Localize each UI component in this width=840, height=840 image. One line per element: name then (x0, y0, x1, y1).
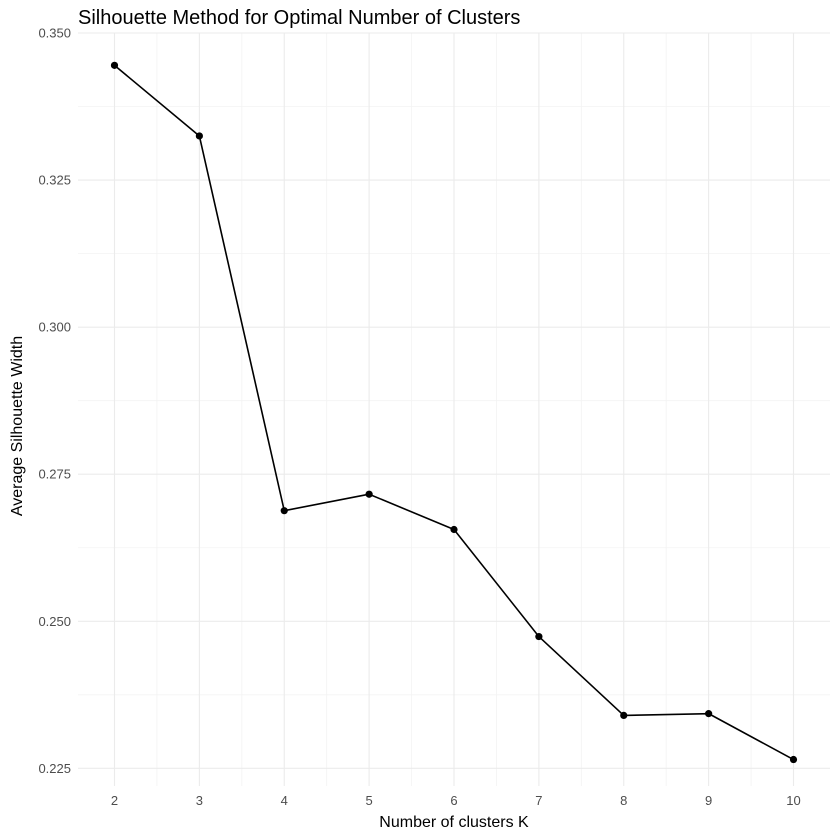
data-point (620, 711, 628, 720)
y-tick-label: 0.350 (38, 26, 71, 41)
x-tick-label: 2 (111, 793, 118, 808)
y-tick-label: 0.325 (38, 173, 71, 188)
y-tick-label: 0.275 (38, 467, 71, 482)
y-axis-title: Average Silhouette Width (9, 336, 26, 516)
x-tick-label: 5 (366, 793, 373, 808)
grid-lines (78, 32, 830, 786)
y-tick-label: 0.225 (38, 761, 71, 776)
tick-labels: 0.225 0.250 0.275 0.300 0.325 0.350 2 3 4 5 6 7 8 9 10 (38, 26, 800, 809)
chart-title: Silhouette Method for Optimal Number of … (78, 7, 520, 29)
y-tick-label: 0.300 (38, 320, 71, 335)
data-point (110, 61, 119, 69)
x-tick-label: 3 (196, 793, 203, 808)
data-point (195, 132, 203, 140)
x-tick-label: 10 (786, 793, 800, 808)
x-tick-label: 8 (620, 793, 627, 808)
data-point (280, 507, 288, 515)
data-series (110, 61, 798, 764)
x-tick-label: 9 (705, 793, 712, 808)
data-point (535, 632, 543, 641)
y-tick-label: 0.250 (38, 614, 71, 629)
data-point (705, 710, 713, 718)
x-axis-title: Number of clusters K (379, 814, 529, 831)
data-point (365, 490, 373, 498)
data-point (789, 755, 798, 764)
x-tick-label: 4 (281, 793, 288, 808)
x-tick-label: 6 (450, 793, 457, 808)
data-point (450, 525, 458, 534)
x-tick-label: 7 (535, 793, 542, 808)
